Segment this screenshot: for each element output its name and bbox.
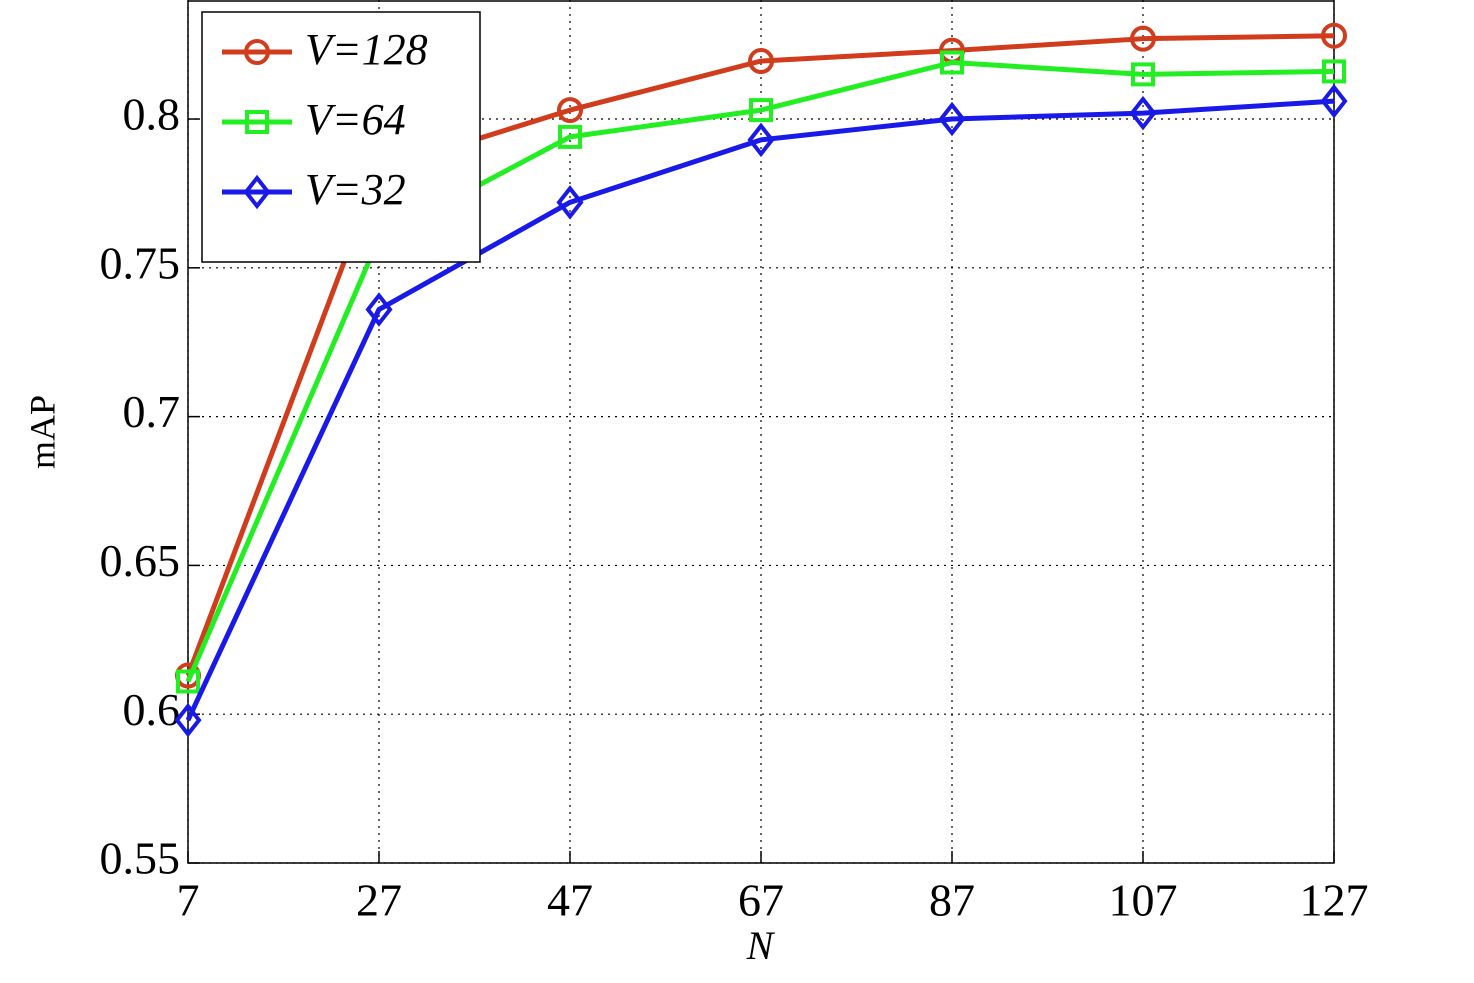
y-tick-label: 0.75 bbox=[100, 237, 181, 288]
data-point bbox=[1322, 59, 1346, 84]
data-point bbox=[1129, 95, 1157, 131]
y-tick-label: 0.8 bbox=[123, 89, 181, 140]
data-point bbox=[747, 122, 775, 158]
data-point bbox=[940, 50, 964, 75]
data-point bbox=[174, 702, 202, 738]
y-axis-label: mAP bbox=[22, 395, 62, 469]
legend-label: V=32 bbox=[305, 165, 406, 214]
x-tick-label: 47 bbox=[547, 875, 593, 926]
axes-frame bbox=[187, 0, 1335, 864]
data-point bbox=[557, 97, 583, 124]
data-point bbox=[748, 48, 774, 75]
series-line bbox=[185, 98, 1335, 722]
legend-marker bbox=[245, 110, 269, 134]
data-point bbox=[749, 98, 773, 123]
data-point bbox=[1320, 83, 1348, 119]
data-point bbox=[556, 185, 584, 220]
legend-label: V=64 bbox=[305, 95, 406, 144]
data-point bbox=[176, 669, 200, 694]
x-axis-label: N bbox=[746, 923, 776, 968]
y-tick-label: 0.7 bbox=[123, 386, 181, 437]
x-tick-label: 7 bbox=[177, 875, 200, 926]
legend-marker bbox=[244, 39, 270, 65]
x-tick-label: 67 bbox=[738, 875, 784, 926]
legend-marker bbox=[243, 174, 271, 210]
data-point bbox=[365, 292, 393, 327]
data-point bbox=[558, 124, 582, 149]
data-point bbox=[938, 101, 966, 137]
x-tick-label: 127 bbox=[1300, 875, 1369, 926]
x-tick-label: 27 bbox=[356, 875, 402, 926]
data-point bbox=[1131, 62, 1155, 87]
x-tick-label: 107 bbox=[1109, 875, 1178, 926]
legend-label: V=128 bbox=[305, 25, 428, 74]
y-tick-label: 0.55 bbox=[100, 833, 181, 884]
data-point bbox=[1130, 25, 1156, 52]
y-tick-label: 0.65 bbox=[100, 535, 181, 586]
data-point bbox=[1321, 22, 1347, 49]
y-tick-label: 0.6 bbox=[123, 684, 181, 735]
x-tick-label: 87 bbox=[929, 875, 975, 926]
